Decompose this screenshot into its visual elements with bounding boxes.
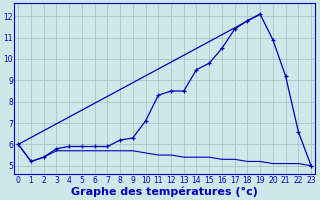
X-axis label: Graphe des températures (°c): Graphe des températures (°c) <box>71 186 258 197</box>
